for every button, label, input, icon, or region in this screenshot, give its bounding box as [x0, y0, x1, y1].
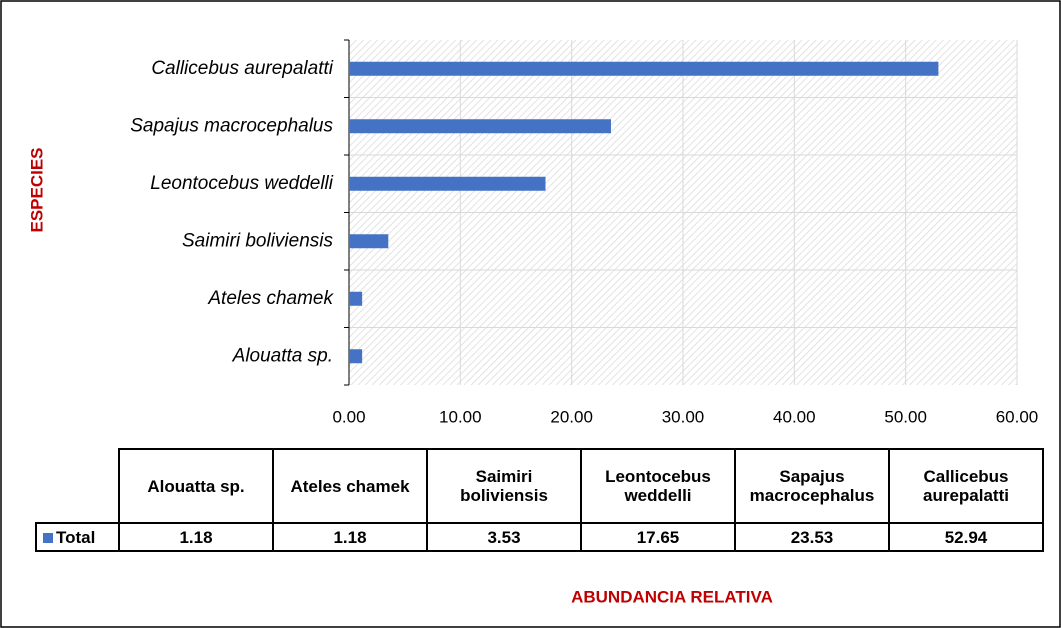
value-cell: 52.94: [888, 522, 1044, 552]
x-tick-label: 60.00: [996, 407, 1039, 426]
series-cell: Total: [35, 522, 120, 552]
value-cell: 1.18: [118, 522, 274, 552]
y-tick-label: Ateles chamek: [207, 288, 334, 309]
bar: [349, 119, 611, 134]
bar: [349, 234, 389, 249]
x-axis-label: ABUNDANCIA RELATIVA: [571, 587, 773, 606]
x-tick-label: 20.00: [550, 407, 593, 426]
x-tick-label: 30.00: [662, 407, 705, 426]
y-axis-label: ESPECIES: [27, 147, 46, 232]
y-tick-label: Saimiri boliviensis: [182, 230, 333, 251]
value-cell: 1.18: [272, 522, 428, 552]
value-cell: 23.53: [734, 522, 890, 552]
data-table: Alouatta sp. Ateles chamek Saimiri bolivie…: [35, 448, 1044, 552]
y-tick-label: Sapajus macrocephalus: [130, 115, 333, 136]
series-name: Total: [56, 527, 96, 547]
y-tick-label: Leontocebus weddelli: [150, 173, 334, 194]
column-header: Callicebus aurepalatti: [888, 448, 1044, 524]
x-tick-label: 0.00: [332, 407, 365, 426]
column-header: Alouatta sp.: [118, 448, 274, 524]
column-header: Leontocebus weddelli: [580, 448, 736, 524]
bar: [349, 291, 363, 306]
value-cell: 17.65: [580, 522, 736, 552]
column-header: Sapajus macrocephalus: [734, 448, 890, 524]
x-tick-label: 40.00: [773, 407, 816, 426]
bar: [349, 61, 939, 76]
y-tick-label: Alouatta sp.: [232, 345, 333, 366]
x-tick-label: 10.00: [439, 407, 482, 426]
y-tick-label: Callicebus aurepalatti: [151, 58, 333, 79]
column-header: Saimiri boliviensis: [426, 448, 582, 524]
value-cell: 3.53: [426, 522, 582, 552]
column-header: Ateles chamek: [272, 448, 428, 524]
x-tick-label: 50.00: [884, 407, 927, 426]
corner-cell: [36, 449, 120, 523]
bar: [349, 349, 363, 364]
bar: [349, 176, 546, 191]
legend-key: [43, 532, 53, 543]
